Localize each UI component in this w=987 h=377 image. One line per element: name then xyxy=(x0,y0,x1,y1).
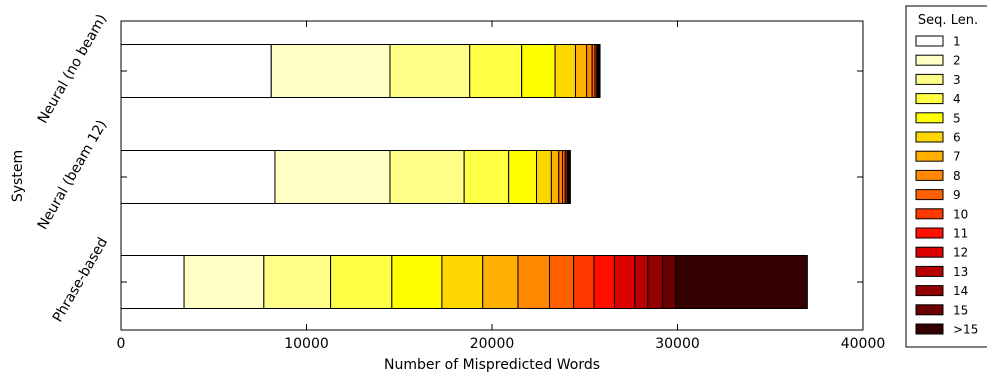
legend-label-6: 7 xyxy=(953,150,961,164)
legend-swatch-7 xyxy=(916,170,943,180)
y-category-label-2: Phrase-based xyxy=(50,235,111,325)
x-tick-label-2: 20000 xyxy=(470,336,515,352)
legend-swatch-8 xyxy=(916,190,943,200)
bar-segment-0-0 xyxy=(121,45,271,98)
legend-swatch-14 xyxy=(916,305,943,315)
legend-label-4: 5 xyxy=(953,111,961,125)
legend-swatch-3 xyxy=(916,94,943,104)
labels-layer: Neural (no beam)Neural (beam 12)Phrase-b… xyxy=(35,12,111,325)
legend-label-7: 8 xyxy=(953,169,961,183)
legend-swatch-15 xyxy=(916,324,943,334)
legend-swatch-2 xyxy=(916,74,943,84)
legend-label-9: 10 xyxy=(953,207,968,221)
legend-label-5: 6 xyxy=(953,131,961,145)
legend-swatch-11 xyxy=(916,247,943,257)
bar-segment-2-9 xyxy=(574,256,594,309)
bar-segment-0-6 xyxy=(575,45,586,98)
legend-swatch-4 xyxy=(916,113,943,123)
legend-swatch-13 xyxy=(916,286,943,296)
y-category-label-0: Neural (no beam) xyxy=(35,12,110,127)
bar-segment-1-2 xyxy=(390,151,464,204)
bar-segment-2-5 xyxy=(442,256,483,309)
legend-label-2: 3 xyxy=(953,73,961,87)
bar-segment-2-8 xyxy=(550,256,574,309)
bar-segment-1-7 xyxy=(559,151,563,204)
legend-label-3: 4 xyxy=(953,92,961,106)
bar-segment-2-3 xyxy=(331,256,392,309)
legend-label-11: 12 xyxy=(953,246,968,260)
bar-segment-2-12 xyxy=(635,256,648,309)
legend-label-14: 15 xyxy=(953,303,968,317)
bar-segment-2-2 xyxy=(264,256,331,309)
legend-label-10: 11 xyxy=(953,227,968,241)
bar-segment-1-4 xyxy=(509,151,537,204)
bar-segment-2-15 xyxy=(676,256,808,309)
legend-label-12: 13 xyxy=(953,265,968,279)
bar-segment-1-15 xyxy=(569,151,570,204)
legend-swatch-1 xyxy=(916,55,943,65)
bar-segment-0-15 xyxy=(599,45,600,98)
bar-segment-2-7 xyxy=(518,256,550,309)
bar-segment-2-10 xyxy=(594,256,614,309)
bar-segment-2-0 xyxy=(121,256,184,309)
legend-label-13: 14 xyxy=(953,284,968,298)
bar-segment-1-1 xyxy=(275,151,390,204)
legend-title: Seq. Len. xyxy=(918,13,978,28)
bar-segment-0-4 xyxy=(522,45,555,98)
bar-segment-2-13 xyxy=(648,256,663,309)
bar-segment-2-11 xyxy=(614,256,634,309)
bar-segment-0-2 xyxy=(390,45,470,98)
bars-layer xyxy=(121,45,807,309)
bar-segment-0-1 xyxy=(271,45,390,98)
x-tick-label-3: 30000 xyxy=(655,336,700,352)
bar-segment-2-1 xyxy=(184,256,264,309)
legend-label-1: 2 xyxy=(953,54,961,68)
legend-label-15: >15 xyxy=(953,323,978,337)
x-axis-label: Number of Mispredicted Words xyxy=(384,357,600,373)
legend-label-8: 9 xyxy=(953,188,961,202)
x-tick-label-0: 0 xyxy=(117,336,126,352)
legend-swatch-12 xyxy=(916,266,943,276)
legend-swatch-0 xyxy=(916,36,943,46)
bar-segment-2-4 xyxy=(392,256,442,309)
legend-swatch-9 xyxy=(916,209,943,219)
bar-segment-1-3 xyxy=(464,151,509,204)
legend-swatch-6 xyxy=(916,151,943,161)
bar-segment-2-14 xyxy=(663,256,676,309)
bar-segment-1-5 xyxy=(537,151,552,204)
legend-swatch-10 xyxy=(916,228,943,238)
bar-segment-1-0 xyxy=(121,151,275,204)
legend-label-0: 1 xyxy=(953,35,961,49)
bar-segment-1-6 xyxy=(551,151,558,204)
legend-swatch-5 xyxy=(916,132,943,142)
x-tick-label-4: 40000 xyxy=(841,336,886,352)
y-axis-label: System xyxy=(10,150,26,202)
bar-segment-2-6 xyxy=(483,256,518,309)
x-tick-label-1: 10000 xyxy=(284,336,329,352)
bar-segment-0-3 xyxy=(470,45,522,98)
bar-segment-0-7 xyxy=(587,45,593,98)
bar-segment-0-5 xyxy=(555,45,575,98)
y-category-label-1: Neural (beam 12) xyxy=(35,118,111,233)
